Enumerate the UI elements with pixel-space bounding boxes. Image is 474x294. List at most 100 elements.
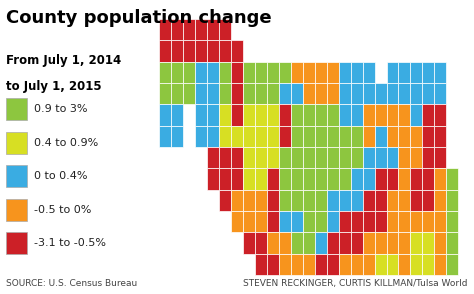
Bar bbox=[315, 254, 327, 275]
Bar bbox=[339, 254, 351, 275]
Bar bbox=[351, 190, 363, 211]
Bar bbox=[255, 147, 267, 168]
Bar bbox=[243, 190, 255, 211]
Bar bbox=[267, 211, 279, 233]
Bar bbox=[315, 190, 327, 211]
Bar bbox=[171, 40, 183, 61]
Bar bbox=[279, 190, 291, 211]
Text: SOURCE: U.S. Census Bureau: SOURCE: U.S. Census Bureau bbox=[6, 279, 137, 288]
Bar bbox=[219, 104, 231, 126]
Bar bbox=[183, 40, 195, 61]
Bar bbox=[374, 168, 386, 190]
Bar bbox=[243, 211, 255, 233]
Bar bbox=[434, 61, 447, 83]
Bar bbox=[267, 83, 279, 104]
Bar bbox=[255, 211, 267, 233]
Bar bbox=[327, 83, 339, 104]
Bar bbox=[374, 254, 386, 275]
Bar bbox=[303, 83, 315, 104]
Bar bbox=[351, 211, 363, 233]
Bar bbox=[255, 126, 267, 147]
Bar bbox=[231, 168, 243, 190]
Bar bbox=[434, 83, 447, 104]
Bar bbox=[267, 147, 279, 168]
Text: to July 1, 2015: to July 1, 2015 bbox=[6, 80, 102, 93]
Bar bbox=[386, 190, 399, 211]
Bar bbox=[315, 147, 327, 168]
Bar bbox=[363, 104, 374, 126]
Bar bbox=[351, 233, 363, 254]
Bar bbox=[243, 168, 255, 190]
Bar bbox=[219, 61, 231, 83]
Bar bbox=[374, 211, 386, 233]
Bar bbox=[6, 199, 27, 220]
Bar bbox=[374, 233, 386, 254]
Bar bbox=[207, 147, 219, 168]
Bar bbox=[291, 211, 303, 233]
Bar bbox=[231, 126, 243, 147]
Bar bbox=[410, 168, 422, 190]
Bar bbox=[207, 83, 219, 104]
Bar bbox=[195, 19, 207, 40]
Bar bbox=[279, 147, 291, 168]
Bar bbox=[6, 132, 27, 153]
Bar bbox=[351, 168, 363, 190]
Bar bbox=[291, 126, 303, 147]
Bar bbox=[434, 104, 447, 126]
Bar bbox=[207, 19, 219, 40]
Bar bbox=[410, 211, 422, 233]
Bar bbox=[410, 83, 422, 104]
Bar bbox=[386, 147, 399, 168]
Bar bbox=[422, 147, 434, 168]
Bar bbox=[399, 61, 410, 83]
Bar bbox=[386, 104, 399, 126]
Bar bbox=[231, 147, 243, 168]
Bar bbox=[243, 147, 255, 168]
Bar bbox=[386, 233, 399, 254]
Bar bbox=[243, 126, 255, 147]
Bar bbox=[339, 190, 351, 211]
Bar bbox=[363, 61, 374, 83]
Bar bbox=[447, 233, 458, 254]
Bar bbox=[315, 168, 327, 190]
Bar bbox=[327, 126, 339, 147]
Bar bbox=[447, 211, 458, 233]
Bar bbox=[339, 211, 351, 233]
Bar bbox=[267, 61, 279, 83]
Bar bbox=[231, 104, 243, 126]
Bar bbox=[363, 147, 374, 168]
Bar bbox=[447, 190, 458, 211]
Bar bbox=[159, 83, 171, 104]
Bar bbox=[434, 233, 447, 254]
Bar bbox=[327, 254, 339, 275]
Bar bbox=[434, 190, 447, 211]
Bar bbox=[171, 126, 183, 147]
Bar bbox=[327, 147, 339, 168]
Bar bbox=[422, 254, 434, 275]
Bar bbox=[303, 61, 315, 83]
Bar bbox=[291, 254, 303, 275]
Bar bbox=[219, 126, 231, 147]
Bar bbox=[291, 83, 303, 104]
Bar bbox=[267, 190, 279, 211]
Bar bbox=[255, 254, 267, 275]
Bar bbox=[386, 83, 399, 104]
Bar bbox=[386, 126, 399, 147]
Bar bbox=[231, 40, 243, 61]
Bar bbox=[303, 190, 315, 211]
Bar bbox=[374, 126, 386, 147]
Bar bbox=[410, 147, 422, 168]
Bar bbox=[351, 126, 363, 147]
Bar bbox=[291, 61, 303, 83]
Bar bbox=[279, 211, 291, 233]
Bar bbox=[255, 83, 267, 104]
Bar bbox=[159, 19, 171, 40]
Bar bbox=[171, 104, 183, 126]
Text: STEVEN RECKINGER, CURTIS KILLMAN/Tulsa World: STEVEN RECKINGER, CURTIS KILLMAN/Tulsa W… bbox=[243, 279, 468, 288]
Bar bbox=[171, 19, 183, 40]
Bar bbox=[6, 165, 27, 187]
Bar bbox=[410, 190, 422, 211]
Bar bbox=[339, 104, 351, 126]
Bar bbox=[6, 232, 27, 254]
Bar bbox=[422, 126, 434, 147]
